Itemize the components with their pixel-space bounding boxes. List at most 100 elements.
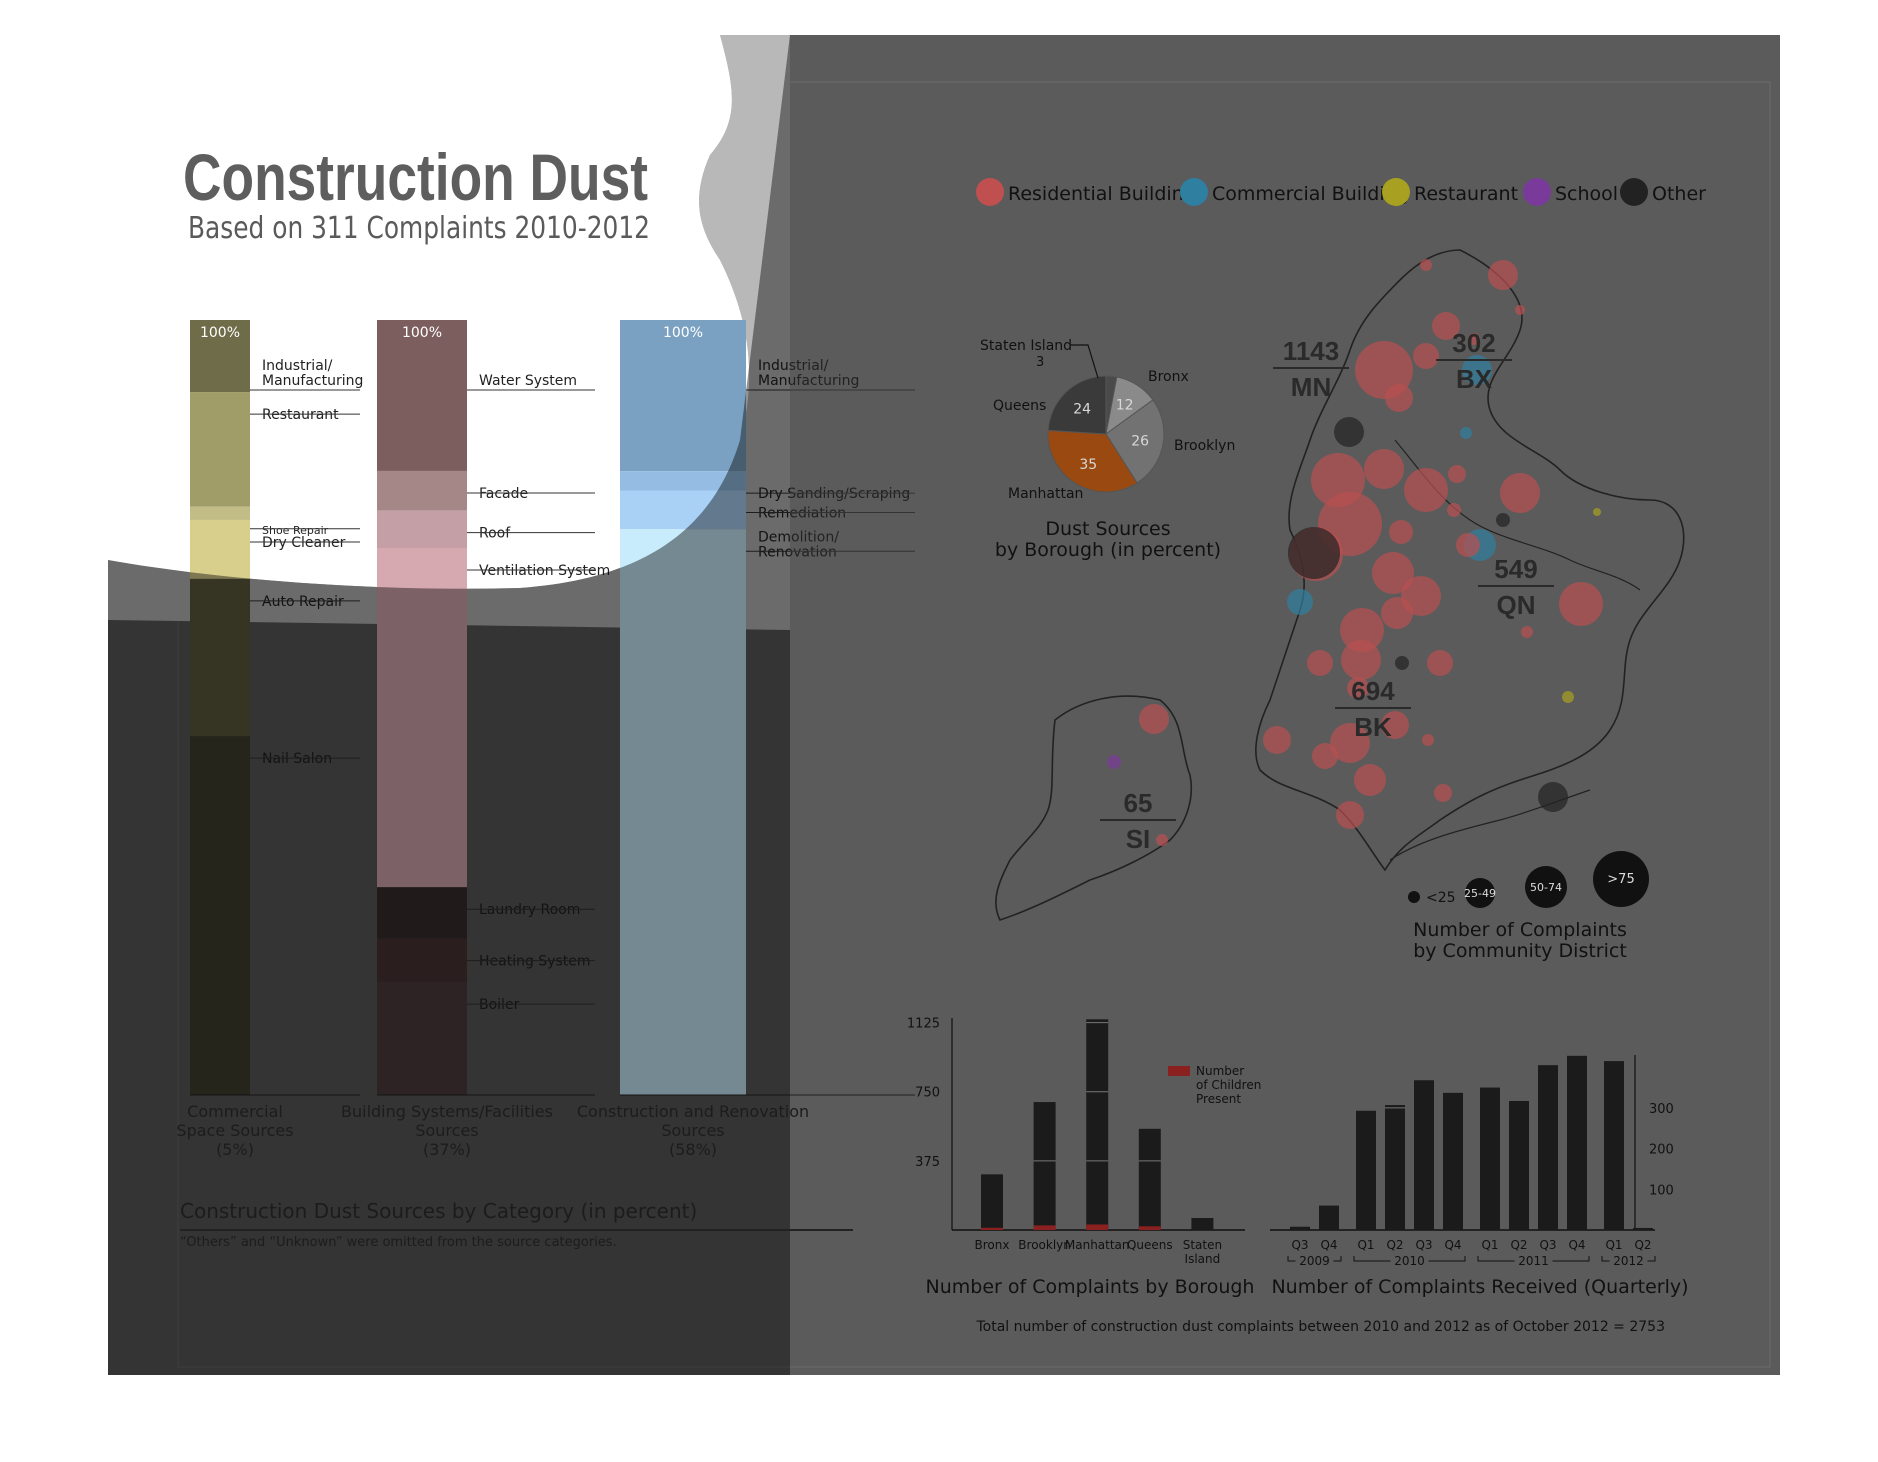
complaint-circle xyxy=(1307,650,1333,676)
complaint-circle xyxy=(1341,640,1381,680)
size-legend-label: <25 xyxy=(1426,890,1456,906)
segment-label: Auto Repair xyxy=(262,594,344,610)
x-tick-label: Bronx xyxy=(975,1238,1010,1252)
complaint-circle xyxy=(1538,782,1568,812)
staten-island-outline xyxy=(995,695,1193,921)
quarter-bar xyxy=(1538,1065,1558,1230)
x-tick-label: Brooklyn xyxy=(1018,1238,1071,1252)
torn-paper xyxy=(108,35,750,589)
legend-label: School xyxy=(1555,183,1618,205)
year-label-bg xyxy=(1295,1253,1334,1266)
segment-label: Heating System xyxy=(479,954,591,970)
segment-label: Boiler xyxy=(479,997,520,1013)
pie-value: 12 xyxy=(1116,398,1134,414)
pie-label: Queens xyxy=(993,398,1046,414)
category-segment xyxy=(620,471,746,491)
x-tick-label: Q1 xyxy=(1481,1238,1498,1252)
complaint-circle xyxy=(1385,384,1413,412)
map-title: by Community District xyxy=(1413,940,1627,962)
segment-label: Roof xyxy=(479,526,511,542)
y-tick-label: 100 xyxy=(1649,1183,1674,1198)
column-title: Space Sources xyxy=(176,1121,293,1140)
pie-title: Dust Sources xyxy=(1045,518,1170,540)
size-legend-label: 50-74 xyxy=(1530,881,1562,894)
column-title: (37%) xyxy=(423,1140,471,1159)
column-title: Sources xyxy=(661,1121,724,1140)
quarter-bar xyxy=(1567,1055,1587,1230)
column-title: Commercial xyxy=(187,1102,283,1121)
category-segment xyxy=(190,320,250,393)
borough-bar xyxy=(1191,1218,1214,1230)
pie-label: Brooklyn xyxy=(1174,438,1235,454)
segment-label: Manufacturing xyxy=(758,373,859,389)
column-top-label: 100% xyxy=(663,325,703,341)
complaint-circle xyxy=(1447,503,1461,517)
category-chart-title: Construction Dust Sources by Category (i… xyxy=(180,1199,697,1223)
quarter-bar xyxy=(1480,1087,1500,1230)
column-top-label: 100% xyxy=(402,325,442,341)
complaint-circle xyxy=(1288,527,1340,579)
borough-abbr: QN xyxy=(1497,590,1536,620)
segment-label: Demolition/ xyxy=(758,529,839,545)
complaint-circle xyxy=(1139,704,1169,734)
category-segment xyxy=(377,982,467,1095)
inner-frame xyxy=(177,81,1771,1368)
borough-pie-chart xyxy=(1047,375,1165,493)
complaint-circle xyxy=(1334,417,1364,447)
column-title: (5%) xyxy=(216,1140,254,1159)
complaint-circle xyxy=(1312,743,1338,769)
x-tick-label: Q1 xyxy=(1357,1238,1374,1252)
complaint-circle xyxy=(1432,312,1460,340)
quarter-bar xyxy=(1414,1080,1434,1230)
x-tick-label: Q4 xyxy=(1444,1238,1461,1252)
segment-label: Manufacturing xyxy=(262,373,363,389)
children-legend-swatch xyxy=(1168,1066,1190,1076)
children-legend-label: Number xyxy=(1196,1064,1244,1078)
category-segment xyxy=(377,938,467,983)
year-label-bg xyxy=(1609,1253,1648,1266)
year-label-bg xyxy=(1514,1253,1553,1266)
x-tick-label: Q4 xyxy=(1320,1238,1337,1252)
size-legend-circle xyxy=(1525,866,1567,908)
complaint-circle xyxy=(1434,784,1452,802)
complaint-circle xyxy=(1468,333,1480,345)
column-title: Building Systems/Facilities xyxy=(341,1102,553,1121)
category-segment xyxy=(377,887,467,939)
complaint-circles xyxy=(1107,259,1603,846)
y-tick-label: 200 xyxy=(1649,1143,1674,1158)
complaint-circle xyxy=(1559,582,1603,626)
pie-value: 26 xyxy=(1131,434,1149,450)
year-label: 2012 xyxy=(1613,1254,1644,1268)
legend-label: Residential Building xyxy=(1008,183,1196,205)
building-type-legend: Residential Building Commercial Building R… xyxy=(976,178,1706,206)
complaint-circle xyxy=(1496,513,1510,527)
category-segment xyxy=(377,547,467,888)
category-segment xyxy=(190,736,250,1095)
x-tick-label: Q3 xyxy=(1539,1238,1556,1252)
legend-swatch xyxy=(1620,178,1648,206)
complaint-circle xyxy=(1336,801,1364,829)
legend-label: Commercial Building xyxy=(1212,183,1409,205)
y-tick-label: 300 xyxy=(1649,1102,1674,1117)
column-title: (58%) xyxy=(669,1140,717,1159)
page-title: Construction Dust xyxy=(183,140,648,214)
complaint-circle xyxy=(1515,305,1525,315)
complaint-circle xyxy=(1460,427,1472,439)
borough-abbr: BK xyxy=(1354,712,1392,742)
borough-count: 694 xyxy=(1351,676,1395,706)
borough-bar xyxy=(1033,1102,1056,1230)
segment-label: Dry Cleaner xyxy=(262,535,346,551)
pie-value: 35 xyxy=(1079,457,1097,473)
quarter-bar xyxy=(1385,1105,1405,1230)
quarter-bar xyxy=(1633,1227,1653,1230)
borough-bar xyxy=(1138,1128,1161,1230)
size-legend-circle xyxy=(1465,878,1495,908)
complaint-circle xyxy=(1372,552,1414,594)
legend-swatch xyxy=(976,178,1004,206)
borough-bar xyxy=(1086,1019,1109,1230)
segment-label: Water System xyxy=(479,373,577,389)
quarter-bar xyxy=(1509,1100,1529,1230)
bronx-manhattan-outline xyxy=(1255,249,1685,872)
